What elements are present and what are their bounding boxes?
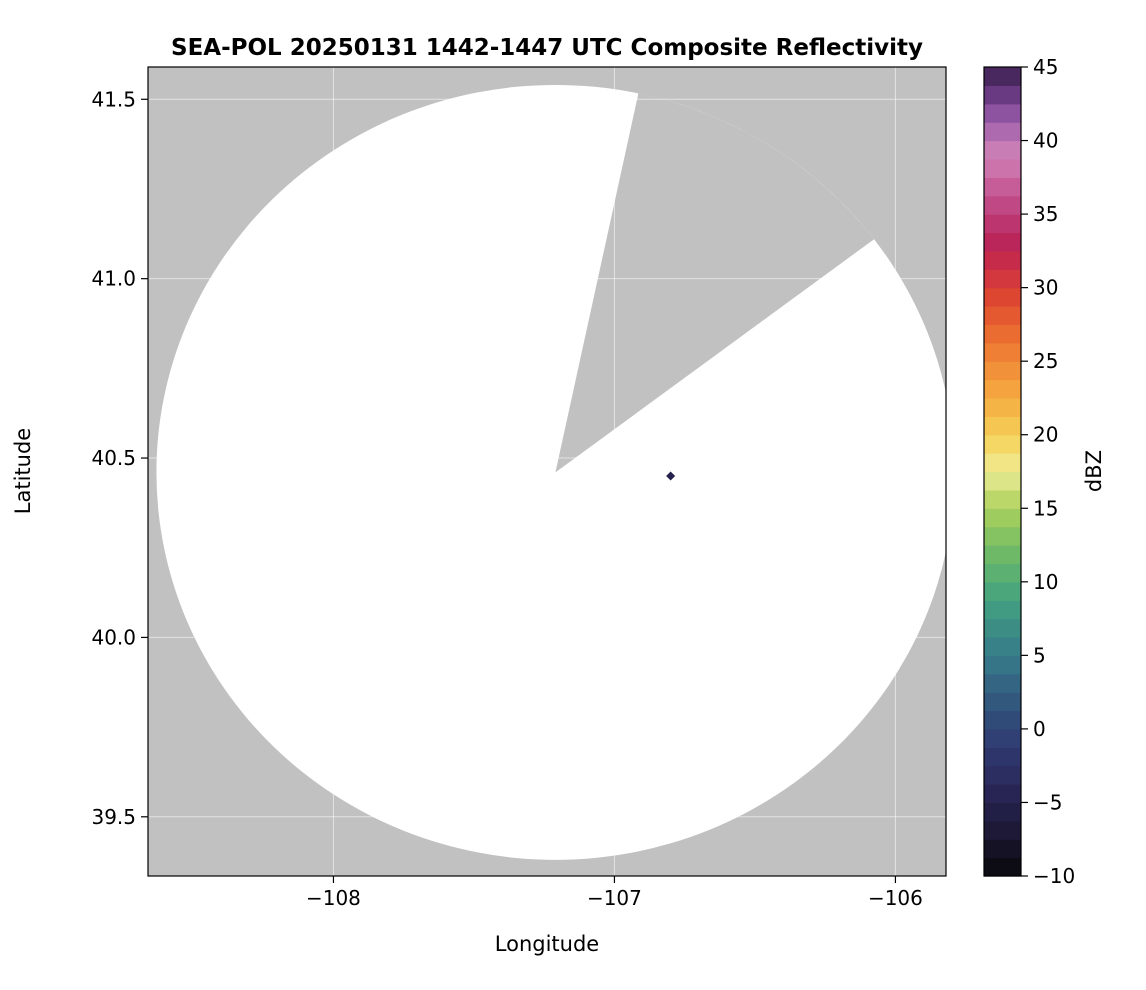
- colorbar-segment: [984, 122, 1021, 142]
- echo-pixel: [666, 471, 676, 481]
- colorbar-segment: [984, 600, 1021, 620]
- colorbar-segment: [984, 545, 1021, 565]
- colorbar: −10 −5 0 5 10 15 20 25 30 35 40 45: [983, 55, 1075, 888]
- colorbar-label: dBZ: [1082, 450, 1106, 492]
- colorbar-segment: [984, 508, 1021, 528]
- colorbar-segment: [984, 177, 1021, 197]
- colorbar-tick-label: 5: [1033, 643, 1046, 667]
- y-tick-label: 39.5: [91, 805, 136, 829]
- colorbar-segment: [984, 397, 1021, 417]
- x-tick-label: −108: [306, 886, 361, 910]
- colorbar-segment: [984, 85, 1021, 105]
- colorbar-segment: [984, 728, 1021, 748]
- colorbar-tick-label: 20: [1033, 423, 1058, 447]
- colorbar-segment: [984, 581, 1021, 601]
- colorbar-segment: [984, 820, 1021, 840]
- colorbar-tick-label: −5: [1033, 790, 1062, 814]
- colorbar-segment: [984, 655, 1021, 675]
- colorbar-tick-label: 35: [1033, 202, 1058, 226]
- colorbar-segment: [984, 140, 1021, 160]
- colorbar-segment: [984, 784, 1021, 804]
- colorbar-segment: [984, 250, 1021, 270]
- colorbar-tick-label: 25: [1033, 349, 1058, 373]
- colorbar-segment: [984, 342, 1021, 362]
- colorbar-segment: [984, 195, 1021, 215]
- y-tick-label: 40.0: [91, 625, 136, 649]
- colorbar-tick-label: 10: [1033, 570, 1058, 594]
- colorbar-segment: [984, 214, 1021, 234]
- colorbar-segment: [984, 526, 1021, 546]
- blocked-sector: [555, 93, 875, 473]
- colorbar-segment: [984, 324, 1021, 344]
- colorbar-tick-label: 45: [1033, 55, 1058, 79]
- colorbar-segment: [984, 269, 1021, 289]
- plot-border: [147, 66, 947, 877]
- colorbar-segment: [984, 839, 1021, 859]
- colorbar-segment: [984, 453, 1021, 473]
- colorbar-segment: [984, 765, 1021, 785]
- colorbar-segment: [984, 361, 1021, 381]
- colorbar-tick-label: 15: [1033, 496, 1058, 520]
- map-layers: [148, 67, 946, 876]
- colorbar-segment: [984, 471, 1021, 491]
- colorbar-segment: [984, 747, 1021, 767]
- y-axis-label: Latitude: [11, 428, 35, 514]
- colorbar-segment: [984, 489, 1021, 509]
- colorbar-segment: [984, 710, 1021, 730]
- colorbar-segment: [984, 287, 1021, 307]
- x-axis-label: Longitude: [495, 932, 599, 956]
- colorbar-tick-label: −10: [1033, 864, 1075, 888]
- colorbar-tick-label: 40: [1033, 129, 1058, 153]
- colorbar-tick-label: 30: [1033, 276, 1058, 300]
- colorbar-segment: [984, 103, 1021, 123]
- colorbar-segment: [984, 857, 1021, 877]
- colorbar-segment: [984, 416, 1021, 436]
- colorbar-border: [983, 66, 1022, 877]
- colorbar-segment: [984, 67, 1021, 86]
- colorbar-segment: [984, 692, 1021, 712]
- x-tick-label: −106: [868, 886, 923, 910]
- y-tick-label: 41.0: [91, 267, 136, 291]
- colorbar-segment: [984, 636, 1021, 656]
- colorbar-segment: [984, 158, 1021, 178]
- colorbar-segment: [984, 618, 1021, 638]
- chart-title: SEA-POL 20250131 1442-1447 UTC Composite…: [171, 35, 923, 61]
- y-tick-label: 40.5: [91, 446, 136, 470]
- plot-area: −108 −107 −106 39.5 40.0 40.5 41.0 41.5: [91, 66, 947, 910]
- colorbar-segment: [984, 802, 1021, 822]
- y-tick-label: 41.5: [91, 87, 136, 111]
- colorbar-segment: [984, 434, 1021, 454]
- colorbar-segment: [984, 306, 1021, 326]
- colorbar-segment: [984, 563, 1021, 583]
- x-tick-label: −107: [587, 886, 642, 910]
- colorbar-segment: [984, 379, 1021, 399]
- colorbar-segment: [984, 232, 1021, 252]
- colorbar-tick-label: 0: [1033, 717, 1046, 741]
- colorbar-segment: [984, 673, 1021, 693]
